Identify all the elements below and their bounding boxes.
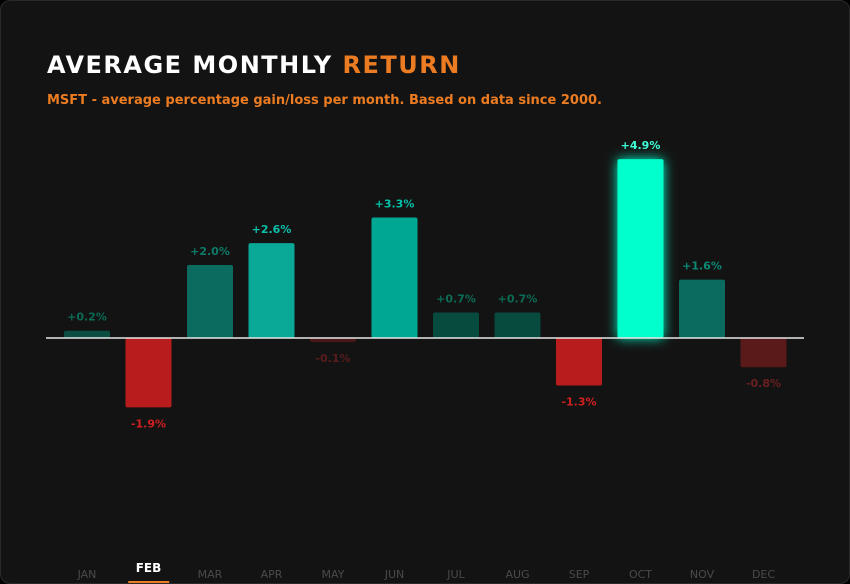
data-label-dec: -0.8%: [746, 377, 781, 390]
bar-jan[interactable]: [64, 330, 110, 338]
month-tabs: JAN FEB MAR APR MAY JUN JUL AUG SEP OCT NOV DEC: [0, 556, 850, 584]
month-tab-aug[interactable]: AUG: [505, 568, 530, 581]
data-label-feb: -1.9%: [131, 417, 166, 430]
month-tab-apr[interactable]: APR: [260, 568, 283, 581]
month-tab-oct[interactable]: OCT: [628, 568, 653, 581]
bar-jul[interactable]: [433, 312, 479, 338]
data-label-sep: -1.3%: [561, 395, 596, 408]
bar-oct[interactable]: [617, 159, 664, 338]
bar-may[interactable]: [310, 338, 356, 342]
chart-title: AVERAGE MONTHLY RETURN: [47, 51, 461, 79]
month-tab-mar[interactable]: MAR: [197, 568, 223, 581]
bar-sep[interactable]: [556, 338, 602, 386]
bar-aug[interactable]: [494, 312, 541, 338]
month-tab-jul[interactable]: JUL: [447, 568, 465, 581]
data-label-apr: +2.6%: [252, 223, 292, 236]
bar-feb[interactable]: [125, 338, 172, 408]
bar-mar[interactable]: [187, 265, 233, 338]
month-tab-sep[interactable]: SEP: [568, 568, 590, 581]
month-tab-jun[interactable]: JUN: [384, 568, 405, 581]
data-label-jul: +0.7%: [436, 292, 476, 305]
data-label-may: -0.1%: [315, 352, 350, 365]
month-tab-feb[interactable]: FEB: [127, 561, 169, 583]
chart-subtitle: MSFT - average percentage gain/loss per …: [47, 93, 602, 108]
data-label-aug: +0.7%: [498, 292, 538, 305]
month-tab-dec[interactable]: DEC: [751, 568, 776, 581]
bar-nov[interactable]: [679, 279, 725, 338]
data-label-mar: +2.0%: [190, 245, 230, 258]
title-main: AVERAGE MONTHLY: [47, 51, 333, 79]
data-label-oct: +4.9%: [621, 139, 661, 152]
data-label-nov: +1.6%: [682, 260, 722, 273]
title-accent: RETURN: [342, 51, 461, 79]
month-tab-jan[interactable]: JAN: [77, 568, 97, 581]
month-tab-nov[interactable]: NOV: [689, 568, 715, 581]
bar-jun[interactable]: [371, 217, 418, 338]
bar-apr[interactable]: [248, 243, 295, 338]
bar-dec[interactable]: [740, 338, 787, 368]
month-tab-may[interactable]: MAY: [321, 568, 345, 581]
data-label-jan: +0.2%: [67, 311, 107, 324]
data-label-jun: +3.3%: [375, 198, 415, 211]
